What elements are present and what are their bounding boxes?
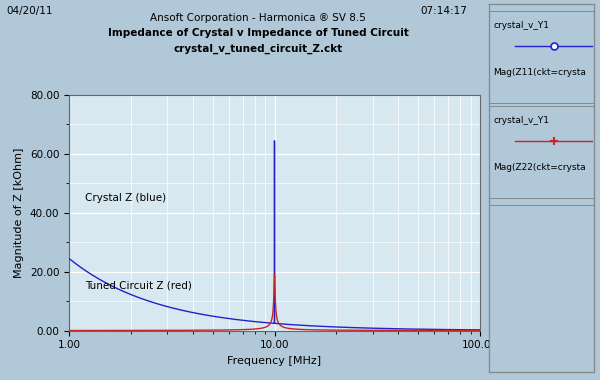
Text: Impedance of Crystal v Impedance of Tuned Circuit: Impedance of Crystal v Impedance of Tune… bbox=[107, 28, 409, 38]
Text: crystal_v_Y1: crystal_v_Y1 bbox=[493, 116, 549, 125]
Text: crystal_v_Y1: crystal_v_Y1 bbox=[493, 21, 549, 30]
Text: Crystal Z (blue): Crystal Z (blue) bbox=[85, 193, 167, 203]
Y-axis label: Magnitude of Z [kOhm]: Magnitude of Z [kOhm] bbox=[14, 147, 24, 278]
Text: Tuned Circuit Z (red): Tuned Circuit Z (red) bbox=[85, 280, 193, 290]
Text: Mag(Z22(ckt=crysta: Mag(Z22(ckt=crysta bbox=[493, 163, 586, 172]
Text: crystal_v_tuned_circuit_Z.ckt: crystal_v_tuned_circuit_Z.ckt bbox=[173, 44, 343, 54]
X-axis label: Frequency [MHz]: Frequency [MHz] bbox=[227, 356, 322, 366]
Text: 04/20/11: 04/20/11 bbox=[6, 6, 53, 16]
Text: 07:14:17: 07:14:17 bbox=[420, 6, 467, 16]
Text: Mag(Z11(ckt=crysta: Mag(Z11(ckt=crysta bbox=[493, 68, 586, 77]
Text: Ansoft Corporation - Harmonica ® SV 8.5: Ansoft Corporation - Harmonica ® SV 8.5 bbox=[150, 13, 366, 23]
